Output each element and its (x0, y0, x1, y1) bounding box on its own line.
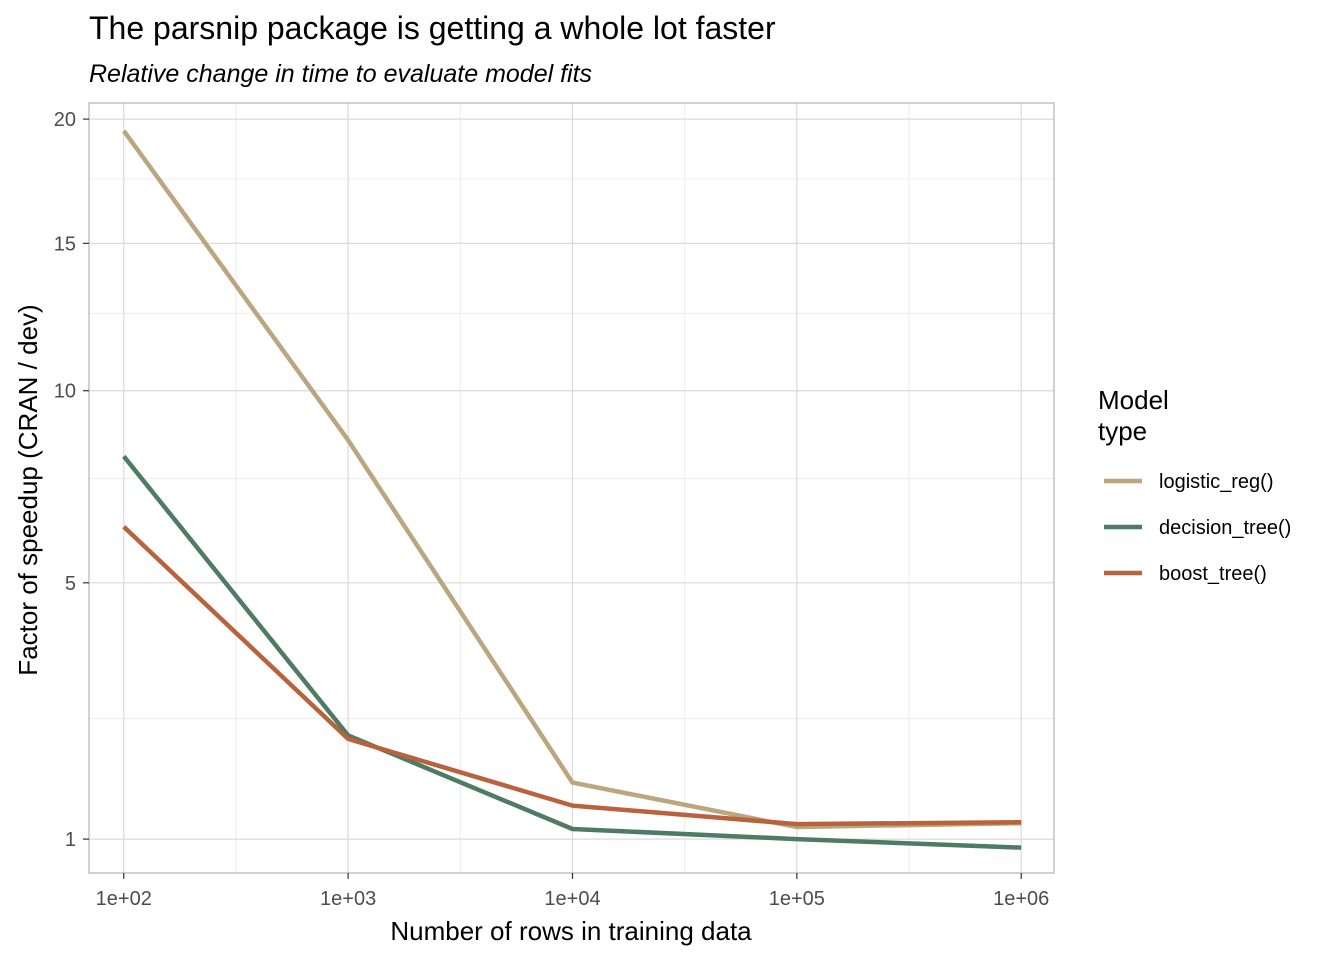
legend-label-2: decision_tree() (1159, 517, 1291, 539)
x-tick-label: 1e+03 (320, 888, 376, 910)
minor-gridlines (89, 103, 1054, 873)
series-line-1 (121, 129, 1022, 830)
chart-title: The parsnip package is getting a whole l… (89, 10, 776, 46)
y-tick-label: 15 (54, 233, 76, 255)
series-line-2 (122, 454, 1022, 850)
legend-label-3: boost_tree() (1159, 563, 1267, 585)
legend-title-line-2: type (1098, 416, 1147, 446)
legend-title-line-1: Model (1098, 385, 1169, 415)
x-tick-label: 1e+05 (769, 888, 825, 910)
y-tick-label: 10 (54, 381, 76, 403)
y-axis-title: Factor of speedup (CRAN / dev) (13, 304, 43, 675)
major-gridlines (89, 103, 1054, 873)
y-tick-label: 1 (65, 829, 76, 851)
x-tick-label: 1e+04 (544, 888, 600, 910)
x-axis: 1e+02 1e+03 1e+04 1e+05 1e+06 (96, 873, 1049, 910)
plot-panel (89, 103, 1054, 873)
series-line-3 (122, 525, 1022, 827)
series-lines (121, 129, 1022, 850)
panel-border (88, 102, 1055, 874)
x-tick-label: 1e+06 (993, 888, 1049, 910)
chart-subtitle: Relative change in time to evaluate mode… (89, 60, 592, 88)
legend: Model type logistic_reg() decision_tree()… (1098, 385, 1291, 585)
y-tick-label: 5 (65, 573, 76, 595)
legend-label-1: logistic_reg() (1159, 471, 1273, 493)
x-axis-title: Number of rows in training data (390, 916, 752, 946)
y-tick-label: 20 (54, 109, 76, 131)
x-tick-label: 1e+02 (96, 888, 152, 910)
